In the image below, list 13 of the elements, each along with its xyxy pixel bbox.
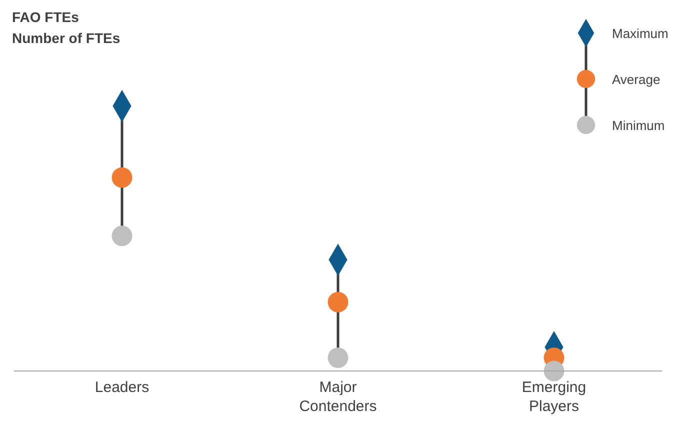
- x-tick-label: Leaders: [94, 379, 150, 396]
- chart-title: FAO FTEs: [12, 9, 80, 25]
- point: [112, 226, 132, 246]
- point: [328, 292, 348, 312]
- legend-label: Maximum: [612, 26, 668, 41]
- x-tick-label: Emerging Players: [522, 379, 586, 415]
- point: [112, 167, 132, 188]
- chart-subtitle: Number of FTEs: [12, 30, 120, 46]
- point: [328, 348, 348, 368]
- legend-label: Minimum: [612, 118, 665, 133]
- legend-label: Average: [612, 72, 660, 87]
- point: [544, 360, 564, 382]
- x-tick-label: Major Contenders: [299, 379, 377, 415]
